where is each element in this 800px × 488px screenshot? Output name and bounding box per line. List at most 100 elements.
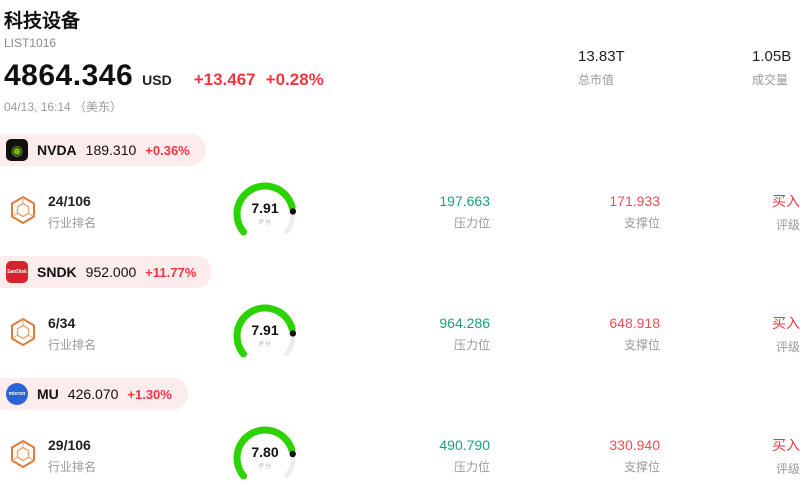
score-value: 7.80 xyxy=(251,444,279,460)
score-text: 7.91 评分 xyxy=(219,322,311,348)
stock-list: ◉ NVDA 189.310 +0.36% 24/106 行业 xyxy=(0,134,800,488)
ticker-pill[interactable]: micron MU 426.070 +1.30% xyxy=(0,378,188,410)
rating-metric: 买入 评级 xyxy=(660,313,800,355)
resistance-metric: 964.286 压力位 xyxy=(325,315,490,353)
list-id: LIST1016 xyxy=(4,36,57,50)
rating-label: 评级 xyxy=(775,340,800,354)
stock-metrics-row: 24/106 行业排名 7.91 评分 xyxy=(0,176,800,248)
rating-value: 买入 xyxy=(772,193,800,209)
stock-price: 952.000 xyxy=(85,264,137,280)
resistance-label: 压力位 xyxy=(453,338,490,352)
industry-rank-label: 行业排名 xyxy=(48,338,97,352)
industry-rank-text: 6/34 行业排名 xyxy=(48,315,96,353)
resistance-metric: 197.663 压力位 xyxy=(325,193,490,231)
industry-rank-value: 6/34 xyxy=(48,315,76,331)
stock-logo: SanDisk xyxy=(6,261,28,283)
stock-price: 189.310 xyxy=(85,142,137,158)
industry-rank-text: 29/106 行业排名 xyxy=(48,437,96,475)
resistance-value: 964.286 xyxy=(439,315,490,331)
ticker-pill[interactable]: SanDisk SNDK 952.000 +11.77% xyxy=(0,256,213,288)
support-value: 330.940 xyxy=(609,437,660,453)
resistance-label: 压力位 xyxy=(453,460,490,474)
support-metric: 171.933 支撑位 xyxy=(490,193,660,231)
industry-rank-text: 24/106 行业排名 xyxy=(48,193,96,231)
score-gauge: 7.91 评分 xyxy=(205,176,325,248)
stock-card[interactable]: SanDisk SNDK 952.000 +11.77% 6/34 xyxy=(0,256,800,370)
timestamp: 04/13, 16:14 （美东） xyxy=(4,100,123,114)
stock-logo: micron xyxy=(6,383,28,405)
score-gauge-dial: 7.80 评分 xyxy=(219,420,311,488)
stock-metrics-row: 6/34 行业排名 7.91 评分 96 xyxy=(0,298,800,370)
support-label: 支撑位 xyxy=(623,216,660,230)
score-value: 7.91 xyxy=(251,200,279,216)
price-change-pct: +0.28% xyxy=(265,70,324,89)
resistance-value: 490.790 xyxy=(439,437,490,453)
market-cap-label: 总市值 xyxy=(578,73,615,87)
rating-metric: 买入 评级 xyxy=(660,191,800,233)
industry-rank: 24/106 行业排名 xyxy=(8,193,205,231)
score-gauge: 7.91 评分 xyxy=(205,298,325,370)
resistance-metric: 490.790 压力位 xyxy=(325,437,490,475)
support-value: 648.918 xyxy=(609,315,660,331)
rating-label: 评级 xyxy=(775,218,800,232)
support-value: 171.933 xyxy=(609,193,660,209)
industry-rank: 6/34 行业排名 xyxy=(8,315,205,353)
score-value: 7.91 xyxy=(251,322,279,338)
stock-change-pct: +0.36% xyxy=(145,142,190,158)
market-cap-stat: 13.83T 总市值 xyxy=(578,48,625,88)
ticker-symbol: SNDK xyxy=(37,264,77,280)
industry-rank-badge-icon xyxy=(8,317,38,352)
rating-metric: 买入 评级 xyxy=(660,435,800,477)
rating-value: 买入 xyxy=(772,315,800,331)
score-label: 评分 xyxy=(257,220,272,226)
score-text: 7.91 评分 xyxy=(219,200,311,226)
gauge-arc-icon xyxy=(233,426,296,480)
score-label: 评分 xyxy=(257,342,272,348)
stock-change-pct: +1.30% xyxy=(127,386,172,402)
industry-rank-value: 29/106 xyxy=(48,437,91,453)
industry-rank-badge-icon xyxy=(8,195,38,230)
score-gauge-dial: 7.91 评分 xyxy=(219,176,311,248)
stock-price: 426.070 xyxy=(67,386,119,402)
rating-label: 评级 xyxy=(775,462,800,476)
ticker-symbol: NVDA xyxy=(37,142,77,158)
industry-rank-label: 行业排名 xyxy=(48,460,97,474)
gauge-arc-icon xyxy=(233,182,297,236)
stock-card[interactable]: micron MU 426.070 +1.30% 29/106 xyxy=(0,378,800,488)
volume-label: 成交量 xyxy=(752,73,789,87)
stock-logo-glyph: SanDisk xyxy=(7,268,27,275)
resistance-label: 压力位 xyxy=(453,216,490,230)
industry-rank-value: 24/106 xyxy=(48,193,91,209)
stock-card[interactable]: ◉ NVDA 189.310 +0.36% 24/106 行业 xyxy=(0,134,800,248)
support-label: 支撑位 xyxy=(623,338,660,352)
industry-rank-label: 行业排名 xyxy=(48,216,97,230)
score-label: 评分 xyxy=(257,464,272,470)
market-cap-value: 13.83T xyxy=(578,48,625,65)
stock-change-pct: +11.77% xyxy=(145,264,197,280)
volume-stat: 1.05B 成交量 xyxy=(752,48,791,88)
page-title: 科技设备 xyxy=(4,11,81,32)
stock-metrics-row: 29/106 行业排名 7.80 评分 xyxy=(0,420,800,488)
support-metric: 648.918 支撑位 xyxy=(490,315,660,353)
rating-value: 买入 xyxy=(772,437,800,453)
header: 科技设备 LIST1016 4864.346 USD +13.467 +0.28… xyxy=(0,0,800,128)
resistance-value: 197.663 xyxy=(439,193,490,209)
index-price: 4864.346 xyxy=(4,59,134,92)
score-text: 7.80 评分 xyxy=(219,444,311,470)
ticker-pill[interactable]: ◉ NVDA 189.310 +0.36% xyxy=(0,134,206,166)
ticker-symbol: MU xyxy=(37,386,59,402)
price-change: +13.467 xyxy=(193,70,256,89)
price-row: 4864.346 USD +13.467 +0.28% xyxy=(4,59,800,93)
score-gauge-dial: 7.91 评分 xyxy=(219,298,311,370)
support-metric: 330.940 支撑位 xyxy=(490,437,660,475)
stock-logo: ◉ xyxy=(6,139,28,161)
gauge-arc-icon xyxy=(233,304,297,358)
industry-rank-badge-icon xyxy=(8,439,38,474)
volume-value: 1.05B xyxy=(752,48,792,65)
currency-label: USD xyxy=(142,72,172,88)
score-gauge: 7.80 评分 xyxy=(205,420,325,488)
stock-logo-glyph: micron xyxy=(8,390,26,397)
stock-logo-glyph: ◉ xyxy=(10,142,24,158)
industry-rank: 29/106 行业排名 xyxy=(8,437,205,475)
